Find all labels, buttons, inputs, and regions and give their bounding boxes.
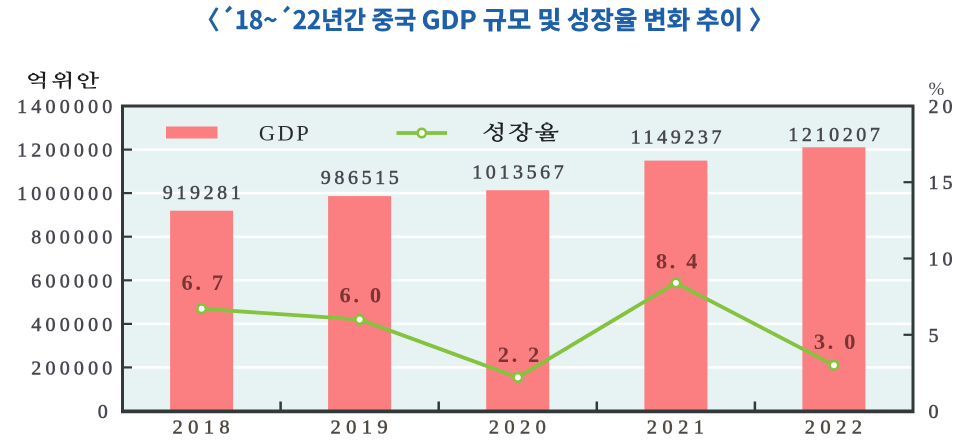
svg-text:0: 0	[98, 401, 112, 423]
svg-text:400000: 400000	[31, 314, 116, 336]
svg-text:2019: 2019	[330, 417, 393, 439]
svg-text:1210207: 1210207	[788, 124, 883, 146]
svg-text:200000: 200000	[31, 357, 116, 379]
svg-text:5: 5	[929, 325, 943, 347]
svg-text:8. 4: 8. 4	[656, 248, 700, 273]
svg-text:2021: 2021	[647, 417, 710, 439]
svg-text:986515: 986515	[321, 167, 403, 189]
svg-text:6. 7: 6. 7	[182, 270, 226, 295]
svg-text:1200000: 1200000	[17, 140, 116, 162]
svg-text:%: %	[929, 79, 945, 100]
svg-text:800000: 800000	[31, 227, 116, 249]
svg-text:GDP: GDP	[259, 121, 311, 146]
svg-text:1013567: 1013567	[472, 162, 567, 184]
svg-text:15: 15	[929, 172, 957, 194]
svg-text:10: 10	[929, 249, 957, 271]
svg-text:1149237: 1149237	[631, 127, 725, 149]
svg-text:600000: 600000	[31, 270, 116, 292]
svg-text:0: 0	[929, 401, 943, 423]
svg-text:2. 2: 2. 2	[498, 342, 542, 367]
svg-text:1000000: 1000000	[17, 183, 116, 205]
svg-text:919281: 919281	[163, 182, 245, 204]
svg-text:2018: 2018	[172, 417, 235, 439]
svg-text:1400000: 1400000	[17, 96, 116, 118]
svg-text:3. 0: 3. 0	[814, 329, 858, 354]
svg-text:20: 20	[929, 96, 957, 118]
svg-text:2022: 2022	[805, 417, 868, 439]
svg-text:6. 0: 6. 0	[340, 283, 384, 308]
svg-text:2020: 2020	[489, 417, 552, 439]
